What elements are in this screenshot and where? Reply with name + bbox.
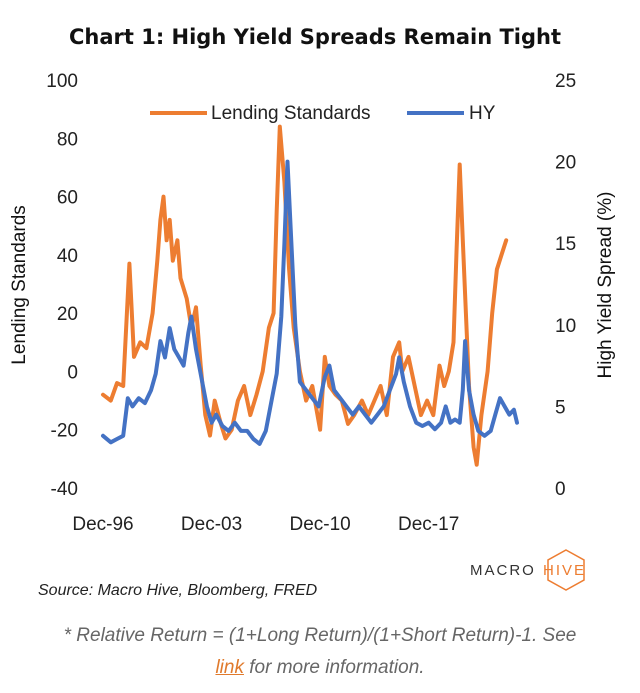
left-tick-label: 0 <box>67 362 78 383</box>
left-axis-label: Lending Standards <box>9 205 30 365</box>
left-tick-label: -20 <box>51 421 78 442</box>
left-tick-label: -40 <box>51 479 78 500</box>
right-tick-label: 5 <box>555 397 566 418</box>
left-tick-label: 60 <box>57 188 78 209</box>
macro-hive-logo: MACRO HIVE <box>470 548 600 592</box>
left-tick-label: 20 <box>57 304 78 325</box>
right-tick-label: 10 <box>555 316 576 337</box>
right-tick-label: 25 <box>555 71 576 92</box>
series-line-hy <box>101 159 519 446</box>
right-axis-ticks: 25 20 15 10 5 0 <box>555 71 576 500</box>
x-tick-label: Dec-03 <box>181 514 242 535</box>
chart: Chart 1: High Yield Spreads Remain Tight… <box>9 25 616 535</box>
legend-label-hy: HY <box>469 103 496 124</box>
x-axis-ticks: Dec-96 Dec-03 Dec-10 Dec-17 <box>72 514 459 535</box>
left-axis-ticks: 100 80 60 40 20 0 -20 -40 <box>46 71 78 500</box>
footnote-line-1: * Relative Return = (1+Long Return)/(1+S… <box>63 625 577 646</box>
footnote-line-2-text: for more information. <box>243 657 425 678</box>
footnote-link[interactable]: link <box>215 657 244 678</box>
logo-text-hive: HIVE <box>543 562 586 579</box>
left-tick-label: 100 <box>46 71 78 92</box>
chart-title: Chart 1: High Yield Spreads Remain Tight <box>69 25 561 49</box>
series-layer <box>101 124 519 467</box>
source-caption: Source: Macro Hive, Bloomberg, FRED <box>38 582 318 599</box>
x-tick-label: Dec-96 <box>72 514 133 535</box>
left-tick-label: 40 <box>57 246 78 267</box>
left-tick-label: 80 <box>57 129 78 150</box>
right-axis-label: High Yield Spread (%) <box>595 192 616 379</box>
hexagon-logo-icon: MACRO HIVE <box>470 549 586 591</box>
x-tick-label: Dec-10 <box>289 514 350 535</box>
legend: Lending Standards HY <box>150 103 496 124</box>
series-line-lending-standards <box>101 124 509 467</box>
logo-text-macro: MACRO <box>470 562 536 579</box>
right-tick-label: 0 <box>555 479 566 500</box>
right-tick-label: 15 <box>555 234 576 255</box>
footnote-line-2: link for more information. <box>0 652 640 684</box>
legend-label-lending-standards: Lending Standards <box>211 103 371 124</box>
right-tick-label: 20 <box>555 153 576 174</box>
footnote: * Relative Return = (1+Long Return)/(1+S… <box>0 620 640 684</box>
x-tick-label: Dec-17 <box>398 514 459 535</box>
